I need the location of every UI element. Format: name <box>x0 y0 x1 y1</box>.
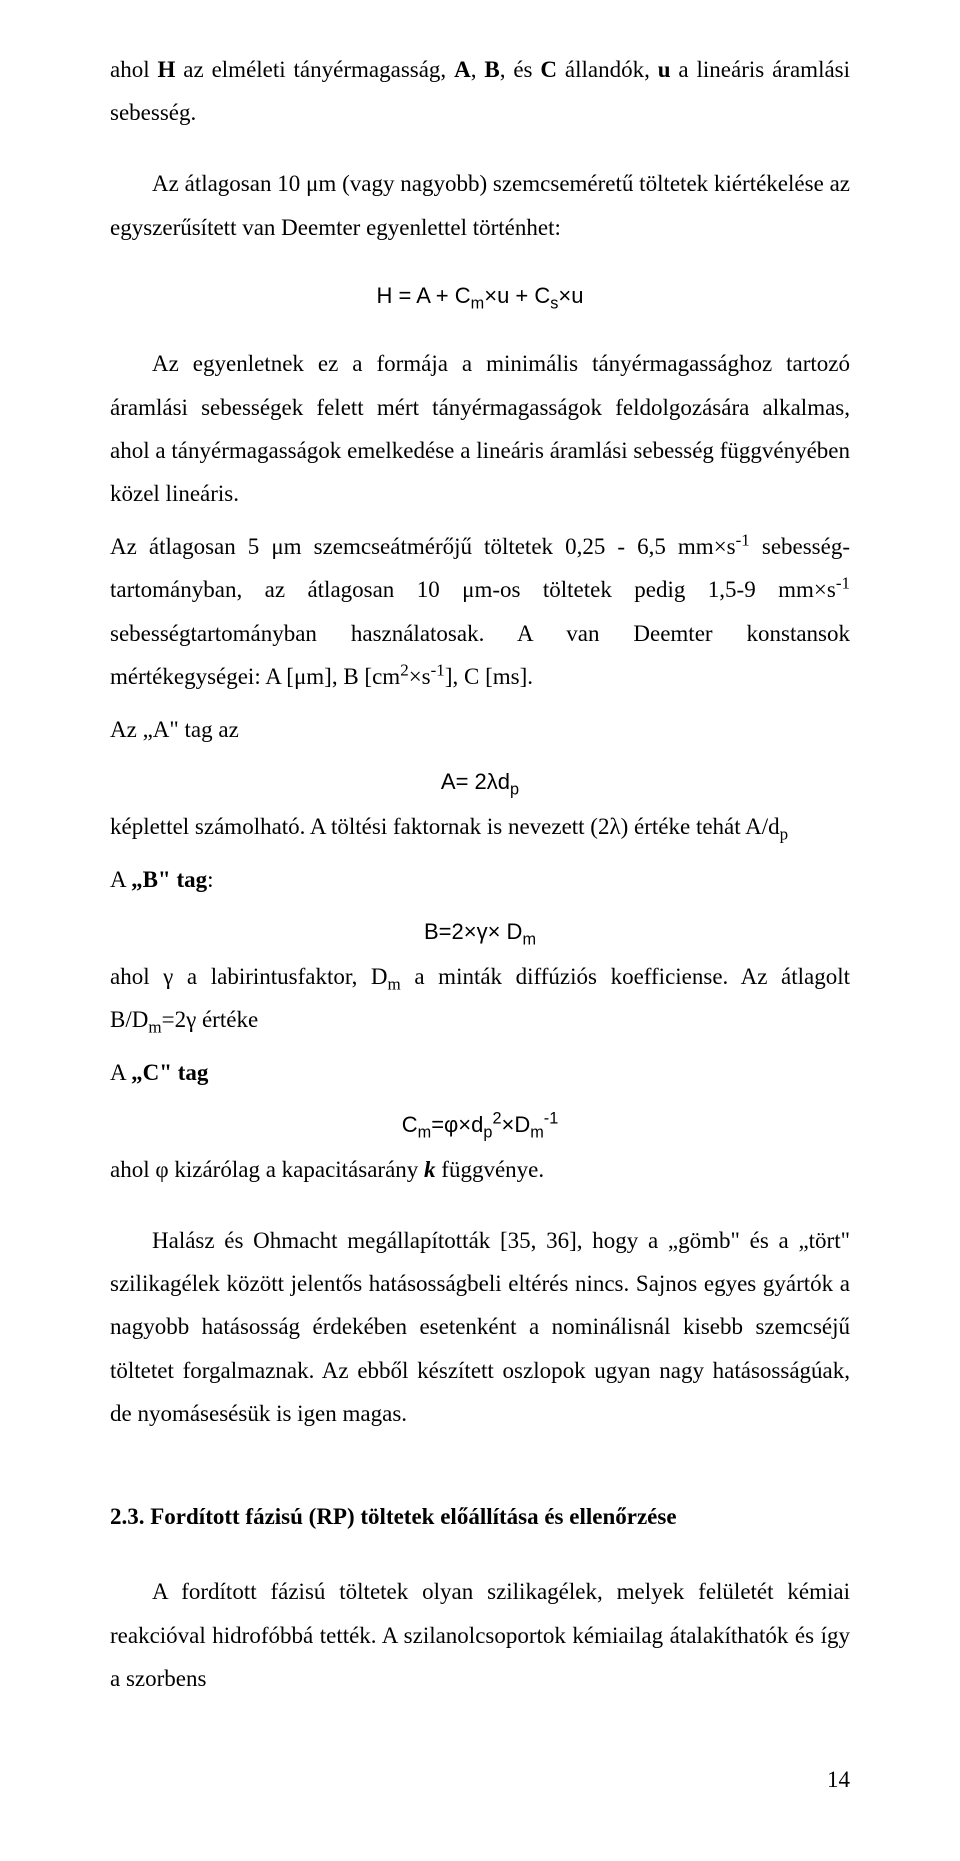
sub: m <box>388 974 401 993</box>
sup: 2 <box>400 660 409 679</box>
para-8: ahol γ a labirintusfaktor, Dm a minták d… <box>110 955 850 1041</box>
symbol-H: H <box>158 57 176 82</box>
sub: m <box>148 1017 161 1036</box>
text: az elméleti tányérmagasság, <box>175 57 454 82</box>
text: ahol <box>110 57 158 82</box>
para-A-tag: Az „A" tag az <box>110 708 850 751</box>
text: képlettel számolható. A töltési faktorna… <box>110 814 780 839</box>
para-3: Az egyenletnek ez a formája a minimális … <box>110 342 850 515</box>
text: A <box>110 1060 131 1085</box>
eq-text: ×D <box>501 1112 530 1137</box>
symbol-u: u <box>658 57 671 82</box>
text: állandók, <box>557 57 658 82</box>
eq-sub: m <box>418 1124 432 1142</box>
page-number: 14 <box>110 1758 850 1801</box>
text: függvénye. <box>436 1157 545 1182</box>
eq-text: A= 2λd <box>441 769 510 794</box>
para-10: ahol φ kizárólag a kapacitásarány k függ… <box>110 1148 850 1191</box>
equation-C: Cm=φ×dp2×Dm-1 <box>110 1104 850 1145</box>
text-bold: „C" tag <box>131 1060 208 1085</box>
sup: -1 <box>431 660 445 679</box>
eq-text: ×u <box>558 283 583 308</box>
sup: -1 <box>736 531 750 550</box>
symbol-B: B <box>484 57 499 82</box>
sup: -1 <box>836 574 850 593</box>
text-bold: „B" tag <box>131 867 207 892</box>
equation-A: A= 2λdp <box>110 761 850 802</box>
eq-sup: -1 <box>544 1110 558 1128</box>
text: ], C [ms]. <box>445 664 533 689</box>
para-1: ahol H az elméleti tányérmagasság, A, B,… <box>110 48 850 134</box>
eq-sub: p <box>510 781 519 799</box>
text: A <box>110 867 131 892</box>
eq-sub: m <box>530 1124 544 1142</box>
sub: p <box>780 824 789 843</box>
para-2: Az átlagosan 10 μm (vagy nagyobb) szemcs… <box>110 162 850 248</box>
eq-text: =φ×d <box>431 1112 483 1137</box>
text: ahol φ kizárólag a kapacitásarány <box>110 1157 424 1182</box>
section-title-2-3: 2.3. Fordított fázisú (RP) töltetek előá… <box>110 1495 850 1538</box>
para-B-tag: A „B" tag: <box>110 858 850 901</box>
text: ahol γ a labirintusfaktor, D <box>110 964 388 989</box>
text: , <box>471 57 485 82</box>
para-C-tag: A „C" tag <box>110 1051 850 1094</box>
eq-sub: m <box>522 931 536 949</box>
text: : <box>207 867 213 892</box>
eq-text: H = A + C <box>376 283 470 308</box>
equation-B: B=2×γ× Dm <box>110 911 850 952</box>
text: ×s <box>409 664 431 689</box>
text: , és <box>500 57 541 82</box>
symbol-C: C <box>540 57 557 82</box>
para-4: Az átlagosan 5 μm szemcseátmérőjű töltet… <box>110 525 850 698</box>
eq-text: C <box>402 1112 418 1137</box>
eq-text: B=2×γ× D <box>424 919 522 944</box>
eq-text: ×u + C <box>484 283 550 308</box>
eq-sub: m <box>471 294 485 312</box>
symbol-k: k <box>424 1157 436 1182</box>
symbol-A: A <box>454 57 471 82</box>
para-6: képlettel számolható. A töltési faktorna… <box>110 805 850 848</box>
text: Az átlagosan 5 μm szemcseátmérőjű töltet… <box>110 534 736 559</box>
equation-van-deemter: H = A + Cm×u + Cs×u <box>110 275 850 316</box>
text: =2γ értéke <box>162 1007 259 1032</box>
para-11: Halász és Ohmacht megállapították [35, 3… <box>110 1219 850 1435</box>
